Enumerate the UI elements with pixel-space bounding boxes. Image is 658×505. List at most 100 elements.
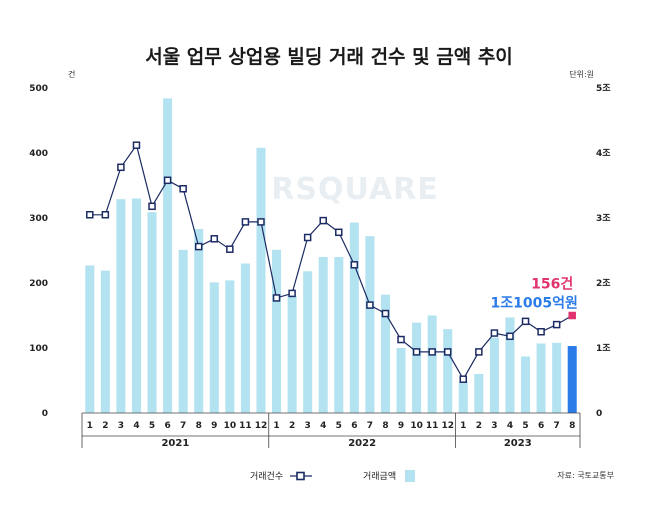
x-tick-label: 11 — [426, 421, 439, 431]
bar — [396, 348, 406, 413]
left-tick-label: 0 — [42, 409, 48, 419]
line-point — [490, 329, 499, 337]
line-point — [335, 228, 343, 237]
x-tick-label: 1 — [460, 421, 466, 431]
x-tick-label: 7 — [367, 421, 373, 431]
bar — [443, 329, 453, 413]
line-point — [226, 245, 234, 253]
bar — [225, 280, 235, 413]
line-point — [381, 309, 390, 318]
line-point — [428, 348, 436, 356]
bar — [567, 346, 577, 413]
x-tick-label: 6 — [538, 421, 544, 431]
year-label: 2022 — [348, 438, 376, 449]
bar — [178, 249, 188, 413]
x-tick-label: 6 — [351, 421, 357, 431]
bar — [318, 257, 328, 413]
callout-amount: 1조1005억원 — [491, 296, 578, 312]
year-label: 2021 — [161, 438, 189, 449]
bar — [163, 98, 173, 414]
x-tick-label: 1 — [87, 421, 93, 431]
bar — [349, 222, 359, 413]
bar — [116, 199, 126, 413]
x-tick-label: 4 — [320, 421, 326, 431]
bar — [287, 296, 297, 413]
right-tick-label: 1조 — [596, 343, 611, 354]
left-tick-label: 500 — [29, 84, 48, 94]
line-series — [86, 141, 576, 383]
x-tick-label: 7 — [180, 421, 186, 431]
bar — [100, 270, 110, 413]
x-tick-label: 11 — [239, 421, 252, 431]
x-tick-label: 1 — [273, 421, 279, 431]
x-tick-label: 3 — [491, 421, 497, 431]
x-tick-label: 7 — [554, 421, 560, 431]
left-tick-label: 400 — [29, 149, 48, 159]
line-point — [506, 332, 514, 341]
bar — [552, 342, 562, 413]
bar — [505, 317, 515, 413]
line-point — [412, 348, 421, 356]
bar — [536, 343, 546, 413]
bar — [147, 212, 157, 413]
bar — [240, 263, 250, 413]
x-tick-label: 4 — [507, 421, 513, 431]
legend-line-label: 거래건수 — [250, 471, 283, 482]
x-tick-label: 10 — [410, 421, 423, 431]
line-point — [163, 176, 172, 185]
left-tick-label: 300 — [29, 214, 48, 224]
year-label: 2023 — [504, 438, 532, 449]
line-point — [475, 348, 483, 356]
x-tick-label: 2 — [476, 421, 482, 431]
line-point — [210, 235, 219, 243]
line-point — [132, 141, 141, 149]
line-point — [443, 348, 452, 356]
source-note: 자료: 국토교통부 — [557, 471, 614, 480]
line-point — [350, 261, 359, 269]
bar — [474, 374, 484, 413]
line-point — [288, 289, 296, 298]
x-tick-label: 8 — [196, 421, 202, 431]
x-tick-label: 9 — [398, 421, 404, 431]
line-point — [101, 211, 110, 219]
line-point — [148, 202, 156, 211]
x-tick-label: 12 — [441, 421, 454, 431]
x-tick-label: 3 — [118, 421, 124, 431]
x-tick-label: 3 — [305, 421, 311, 431]
bar — [131, 198, 141, 413]
x-tick-label: 5 — [149, 421, 155, 431]
line-point — [86, 211, 94, 219]
line-point — [272, 294, 281, 302]
bar-series — [85, 98, 577, 414]
line-point — [319, 216, 327, 225]
x-tick-label: 2 — [289, 421, 295, 431]
right-axis-unit: 단위:원 — [569, 69, 594, 79]
legend-bar-swatch — [405, 470, 415, 482]
bar — [256, 147, 266, 414]
right-axis: 0 1조 2조 3조 4조 5조 — [596, 83, 611, 419]
bar — [272, 249, 282, 413]
bar — [489, 337, 499, 413]
bar — [380, 294, 390, 413]
line-point — [552, 320, 561, 329]
legend-line-marker — [296, 471, 305, 481]
line-point — [397, 335, 405, 344]
line-point — [257, 218, 265, 226]
line-point — [179, 185, 187, 193]
bar — [334, 257, 344, 413]
bar — [85, 265, 95, 413]
left-tick-label: 200 — [29, 279, 48, 289]
bar — [303, 271, 313, 413]
x-axis: 1 2 3 4 5 6 7 8 9 10 11 12 1 2 3 4 5 6 7 8 9 10 11 12 1 2 3 4 5 6 7 820… — [81, 412, 581, 449]
x-tick-label: 10 — [224, 421, 237, 431]
x-tick-label: 6 — [164, 421, 170, 431]
bar — [427, 315, 437, 413]
bar — [458, 381, 468, 413]
x-tick-label: 5 — [336, 421, 342, 431]
left-axis: 0 100 200 300 400 500 — [29, 84, 48, 419]
legend: 거래건수 거래금액 — [250, 470, 415, 482]
chart-title: 서울 업무 상업용 빌딩 거래 건수 및 금액 추이 — [145, 46, 513, 68]
right-tick-label: 0 — [596, 409, 602, 419]
legend-bar-label: 거래금액 — [363, 470, 396, 482]
